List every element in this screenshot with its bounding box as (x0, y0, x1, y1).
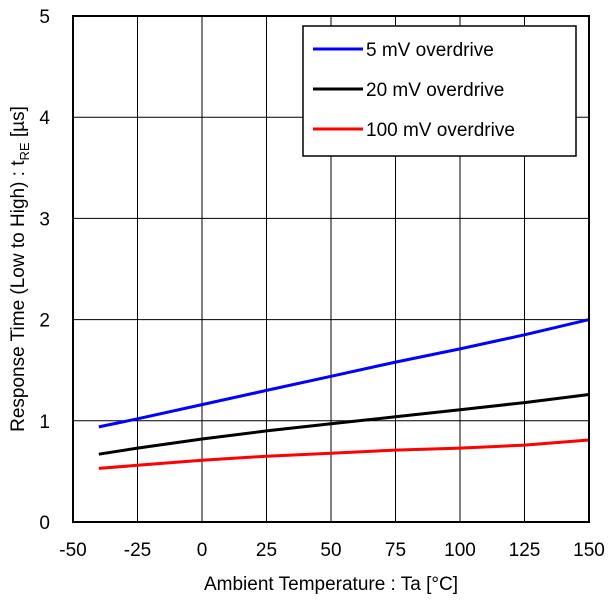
y-tick-labels: 0 1 2 3 4 5 (39, 7, 50, 534)
series-line-1 (98, 318, 590, 429)
x-tick-label: -25 (124, 540, 151, 561)
plot-frame (72, 15, 590, 523)
series-lines (98, 318, 590, 470)
legend: 5 mV overdrive 20 mV overdrive 100 mV over… (302, 25, 577, 157)
y-axis-title: Response Time (Low to High) : tRE [µs] (8, 106, 32, 432)
x-tick-label: 100 (444, 540, 476, 561)
y-tick-label: 4 (39, 108, 50, 129)
x-tick-label: 75 (385, 540, 406, 561)
legend-label-2: 20 mV overdrive (366, 80, 504, 101)
legend-label-3: 100 mV overdrive (366, 120, 515, 141)
x-tick-label: 125 (509, 540, 541, 561)
x-axis-title: Ambient Temperature : Ta [°C] (204, 574, 458, 595)
y-axis-title-main: Response Time (Low to High) : t (8, 160, 29, 432)
x-tick-label: 25 (256, 540, 277, 561)
y-tick-label: 5 (39, 7, 50, 28)
y-tick-label: 0 (39, 513, 50, 534)
legend-label-1: 5 mV overdrive (366, 40, 494, 61)
y-axis-title-unit: [µs] (8, 106, 29, 142)
x-tick-label: 50 (320, 540, 341, 561)
y-tick-label: 3 (39, 209, 50, 230)
x-tick-label: 0 (197, 540, 208, 561)
y-tick-label: 2 (39, 311, 50, 332)
x-tick-labels: -50 -25 0 25 50 75 100 125 150 (59, 540, 605, 561)
x-tick-label: 150 (573, 540, 605, 561)
y-tick-label: 1 (39, 412, 50, 433)
y-axis-title-subscript: RE (17, 142, 32, 160)
series-line-2 (98, 393, 590, 456)
series-line-3 (98, 438, 590, 470)
x-tick-label: -50 (59, 540, 86, 561)
